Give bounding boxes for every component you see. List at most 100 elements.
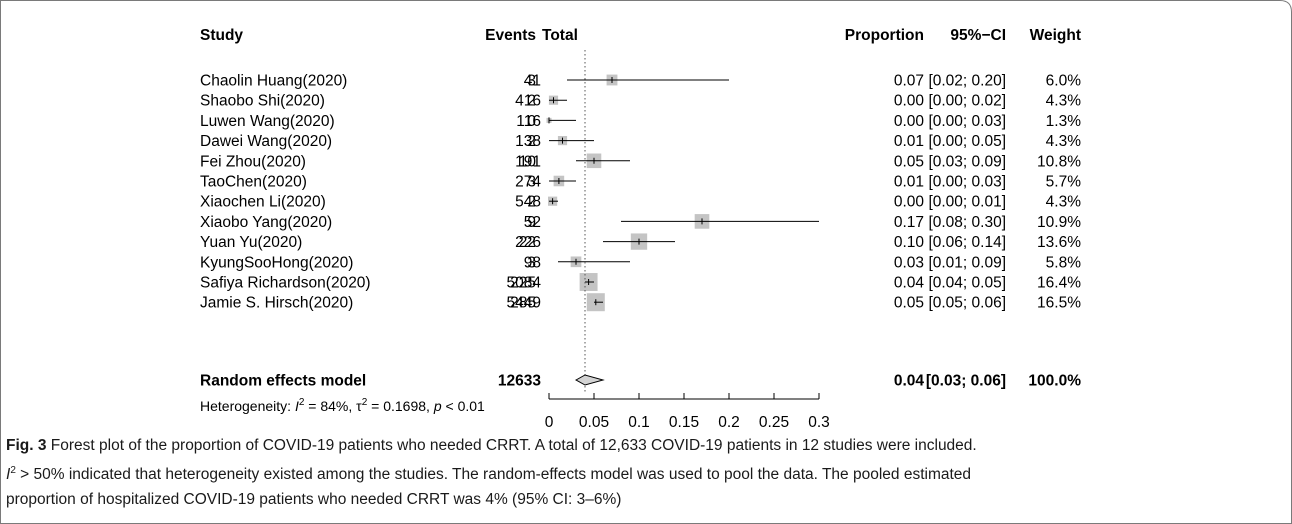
x-axis-tick-label: 0.1 (628, 414, 650, 430)
study-proportion: 0.05 (894, 295, 924, 312)
study-name: Jamie S. Hirsch(2020) (200, 295, 353, 312)
study-events: 9 (527, 214, 536, 231)
het-prefix: Heterogeneity: (200, 398, 295, 414)
het-i2-sup: 2 (299, 397, 305, 408)
study-proportion: 0.05 (894, 153, 924, 170)
study-row: Chaolin Huang(2020) 341 0.07 [0.02; 0.20] 6.… (200, 73, 1081, 90)
caption-i2-symbol: I (6, 466, 11, 484)
study-proportion: 0.00 (894, 113, 925, 130)
study-proportion: 0.00 (894, 194, 925, 211)
summary-total: 12633 (498, 373, 541, 390)
het-p-value: < 0.01 (442, 398, 485, 414)
study-events: 2 (527, 194, 536, 211)
header-ci: 95%−CI (950, 27, 1006, 44)
summary-row: Random effects model 12633 0.04 [0.03; 0.06… (200, 373, 1081, 390)
caption-figure-label: Fig. 3 (6, 437, 47, 454)
study-name: KyungSooHong(2020) (200, 254, 353, 271)
study-weight: 16.5% (1037, 295, 1081, 312)
study-ci: [0.00; 0.02] (928, 93, 1006, 110)
study-proportion: 0.01 (894, 133, 924, 150)
x-axis-tick-label: 0.25 (759, 414, 789, 430)
study-weight: 5.7% (1046, 174, 1082, 191)
study-total: 52 (524, 214, 541, 231)
x-axis-tick-label: 0 (545, 414, 554, 430)
study-proportion: 0.01 (894, 174, 924, 191)
study-ci: [0.04; 0.05] (928, 275, 1006, 292)
study-ci: [0.05; 0.06] (928, 295, 1006, 312)
study-weight: 5.8% (1046, 254, 1082, 271)
x-axis-tick-label: 0.2 (718, 414, 740, 430)
study-ci: [0.00; 0.03] (928, 174, 1006, 191)
study-proportion: 0.07 (894, 73, 924, 90)
study-name: Chaolin Huang(2020) (200, 73, 347, 90)
summary-ci: [0.03; 0.06] (926, 373, 1006, 390)
study-ci: [0.01; 0.09] (928, 254, 1006, 271)
study-name: Safiya Richardson(2020) (200, 275, 371, 292)
het-i2-value: = 84%, (304, 398, 356, 414)
study-name: Luwen Wang(2020) (200, 113, 335, 130)
study-ci: [0.08; 0.30] (928, 214, 1006, 231)
caption-line-2-text: > 50% indicated that heterogeneity exist… (15, 466, 972, 484)
summary-proportion: 0.04 (894, 373, 925, 390)
figure-caption: Fig. 3 Forest plot of the proportion of … (6, 433, 1286, 512)
study-ci: [0.03; 0.09] (928, 153, 1006, 170)
forest-plot: Study Events Total Proportion 95%−CI Wei… (200, 27, 1081, 430)
study-total: 41 (524, 73, 541, 90)
study-name: Yuan Yu(2020) (200, 234, 302, 251)
het-tau-value: = 0.1698, (367, 398, 434, 414)
study-events: 225 (510, 275, 536, 292)
study-weight: 6.0% (1046, 73, 1082, 90)
het-i2-symbol: I (295, 398, 299, 414)
caption-line-3: proportion of hospitalized COVID-19 pati… (6, 491, 622, 509)
study-total: 226 (515, 234, 541, 251)
study-weight: 4.3% (1046, 93, 1082, 110)
study-total: 5449 (507, 295, 541, 312)
study-proportion: 0.17 (894, 214, 924, 231)
header-proportion: Proportion (845, 27, 924, 44)
study-events: 2 (527, 93, 536, 110)
het-p-symbol: p (433, 398, 442, 414)
study-events: 3 (527, 73, 536, 90)
study-total: 274 (515, 174, 541, 191)
study-total: 416 (515, 93, 541, 110)
caption-line-2: I2 > 50% indicated that heterogeneity ex… (6, 465, 972, 484)
x-axis-tick-label: 0.15 (669, 414, 699, 430)
study-weight: 4.3% (1046, 133, 1082, 150)
caption-line-1-text: Forest plot of the proportion of COVID-1… (46, 437, 977, 454)
study-name: Xiaobo Yang(2020) (200, 214, 332, 231)
caption-line-1: Fig. 3 Forest plot of the proportion of … (6, 433, 1286, 458)
study-weight: 13.6% (1037, 234, 1081, 251)
study-events: 22 (519, 234, 536, 251)
study-proportion: 0.04 (894, 275, 925, 292)
study-proportion: 0.10 (894, 234, 925, 251)
study-ci: [0.00; 0.03] (928, 113, 1006, 130)
x-axis-tick-label: 0.3 (808, 414, 830, 430)
het-tau-symbol: τ (356, 398, 362, 414)
study-events: 2 (527, 133, 536, 150)
header-weight: Weight (1030, 27, 1081, 44)
study-events: 3 (527, 254, 536, 271)
summary-label: Random effects model (200, 373, 366, 390)
het-tau-sup: 2 (362, 397, 368, 408)
study-name: Dawei Wang(2020) (200, 133, 332, 150)
study-total: 548 (515, 194, 541, 211)
header-total: Total (542, 27, 578, 44)
study-proportion: 0.00 (894, 93, 925, 110)
x-axis: 0 0.05 0.1 0.15 0.2 0.25 0.3 (545, 393, 830, 430)
study-row: Xiaobo Yang(2020) 952 0.17 [0.08; 0.30] 10.9… (200, 214, 1081, 231)
study-weight: 4.3% (1046, 194, 1082, 211)
study-rows: Chaolin Huang(2020) 341 0.07 [0.02; 0.20] 6.… (200, 50, 1081, 392)
heterogeneity-text: Heterogeneity: I2 = 84%, τ2 = 0.1698, p … (200, 397, 485, 414)
header-study: Study (200, 27, 243, 44)
study-ci: [0.00; 0.05] (928, 133, 1006, 150)
summary-weight: 100.0% (1028, 373, 1081, 390)
study-total: 98 (524, 254, 541, 271)
study-total: 5084 (507, 275, 542, 292)
study-ci: [0.00; 0.01] (928, 194, 1006, 211)
